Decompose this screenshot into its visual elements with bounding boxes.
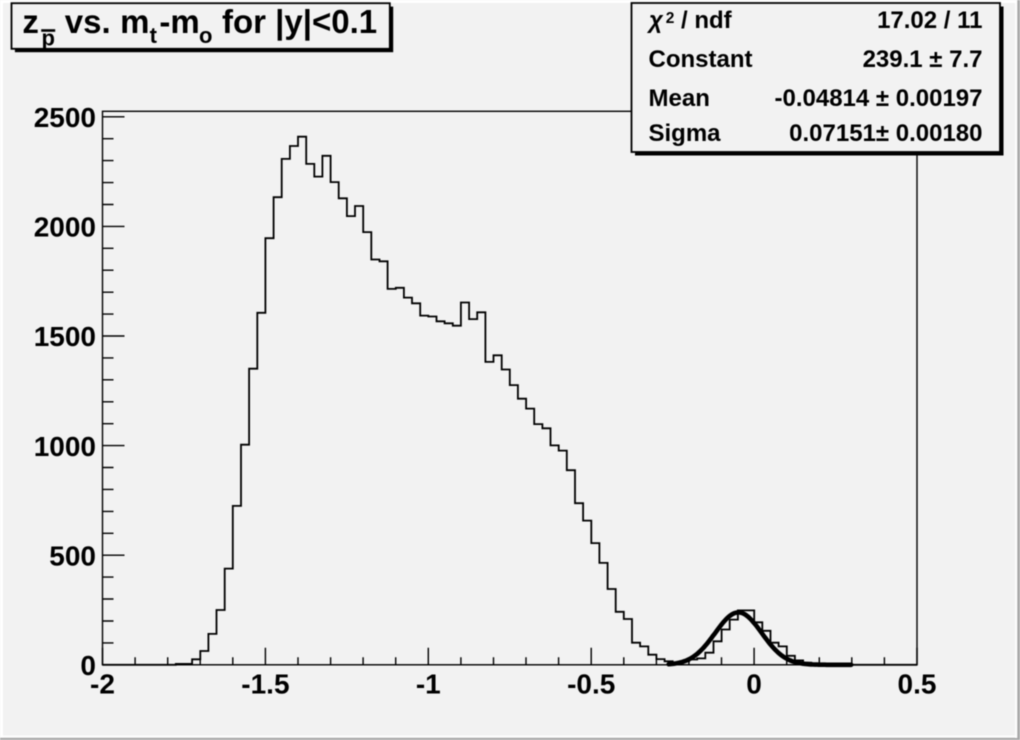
svg-text:0: 0	[746, 669, 762, 700]
svg-text:z: z	[22, 3, 39, 40]
svg-text:t: t	[150, 23, 158, 48]
svg-text:o: o	[199, 23, 212, 48]
svg-text:0.5: 0.5	[898, 669, 937, 700]
svg-text:χ: χ	[646, 7, 664, 34]
svg-text:239.1 ± 7.7: 239.1 ± 7.7	[863, 46, 983, 73]
svg-text:2000: 2000	[34, 212, 96, 243]
svg-text:vs.: vs.	[65, 3, 111, 40]
svg-text:-0.04814 ± 0.00197: -0.04814 ± 0.00197	[774, 85, 982, 112]
svg-text:m: m	[120, 3, 149, 40]
svg-text:for |y|<0.1: for |y|<0.1	[222, 3, 377, 40]
svg-text:Mean: Mean	[649, 85, 710, 112]
svg-text:-2: -2	[90, 669, 115, 700]
svg-text:500: 500	[49, 540, 96, 571]
svg-text:-1.5: -1.5	[241, 669, 289, 700]
svg-text:-0.5: -0.5	[567, 669, 615, 700]
svg-text:1500: 1500	[34, 321, 96, 352]
svg-text:2: 2	[666, 10, 675, 27]
svg-text:/ ndf: / ndf	[681, 7, 733, 34]
svg-text:-m: -m	[159, 3, 199, 40]
svg-text:Constant: Constant	[649, 46, 753, 73]
svg-text:0.07151± 0.00180: 0.07151± 0.00180	[789, 120, 982, 147]
svg-text:0: 0	[80, 650, 96, 681]
svg-text:2500: 2500	[34, 102, 96, 133]
svg-text:Sigma: Sigma	[649, 120, 722, 147]
svg-text:-1: -1	[416, 669, 441, 700]
svg-text:17.02 / 11: 17.02 / 11	[877, 7, 982, 34]
svg-text:1000: 1000	[34, 431, 96, 462]
